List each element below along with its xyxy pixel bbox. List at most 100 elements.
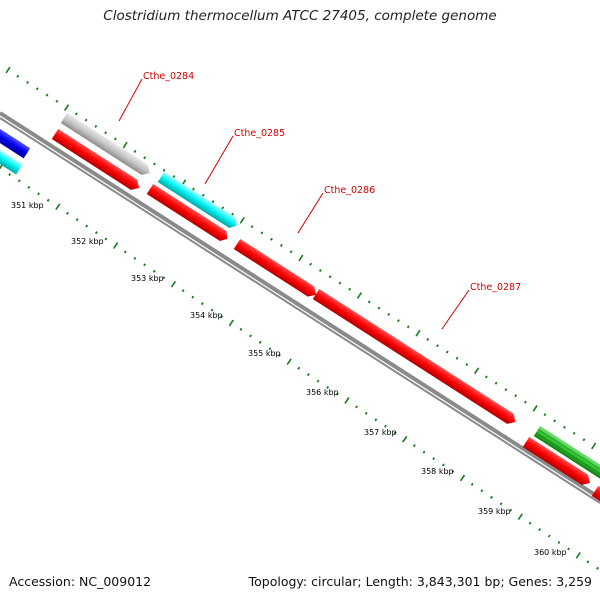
outer-ruler-tick [153,162,156,166]
inner-ruler-tick [37,192,40,196]
outer-ruler-tick [532,404,538,412]
outer-ruler-tick [356,292,362,299]
inner-ruler-tick [596,566,599,570]
outer-ruler-tick [122,141,128,149]
backbone-line-inner [0,117,600,504]
inner-ruler-tick [490,495,493,499]
kbp-label-353: 353 kbp [131,274,164,283]
outer-ruler-tick [201,193,205,197]
outer-ruler-tick [553,419,557,423]
outer-ruler-tick [504,388,508,392]
gene-cthe-0287-red [312,288,516,424]
genome-summary-text: Topology: circular; Length: 3,843,301 bp… [248,574,592,589]
outer-ruler-tick [582,438,586,442]
inner-ruler-tick [451,470,455,473]
inner-ruler-tick [46,198,50,202]
outer-ruler-tick [26,81,29,84]
gene-cthe-0285-cyan [157,171,237,228]
outer-ruler-tick [239,216,245,224]
inner-ruler-tick [306,373,310,377]
inner-ruler-tick [384,424,387,428]
inner-ruler-tick [499,502,503,506]
outer-ruler-tick [436,344,439,348]
outer-ruler-tick [64,104,70,111]
inner-ruler-tick [181,289,185,293]
outer-ruler-tick [289,250,293,254]
inner-ruler-tick [162,276,166,280]
outer-ruler-tick [113,137,117,141]
inner-ruler-tick [335,392,339,396]
backbone [0,111,600,504]
outer-ruler-tick [192,187,195,191]
inner-ruler-tick [191,295,195,299]
inner-ruler-tick [459,474,466,482]
kbp-label-359: 359 kbp [478,507,511,516]
inner-ruler-tick [567,547,570,551]
outer-ruler-tick [474,367,480,375]
outer-ruler-tick [426,337,430,341]
inner-ruler-tick [528,521,532,525]
inner-ruler-tick [278,353,281,357]
inner-ruler-tick [143,263,146,267]
inner-ruler-tick [297,366,301,370]
gene-label-cthe-0287: Cthe_0287 [470,282,521,293]
kbp-label-360: 360 kbp [534,548,567,557]
outer-ruler-tick [250,225,254,229]
inner-ruler-tick [113,242,119,249]
inner-ruler-tick [557,541,561,544]
inner-ruler-tick [316,379,320,383]
outer-ruler-tick [162,168,166,172]
outer-ruler-tick [377,306,381,310]
inner-ruler-tick [268,347,272,351]
outer-ruler-tick [406,325,410,329]
outer-ruler-tick [455,356,459,360]
outer-ruler-tick [465,363,469,366]
inner-ruler-tick [123,250,127,254]
outer-ruler-tick [298,254,304,262]
outer-ruler-tick [55,99,59,103]
outer-ruler-tick [211,200,215,204]
inner-ruler-tick [152,269,156,273]
accession-text: Accession: NC_009012 [9,574,152,589]
outer-ruler-tick [84,118,88,122]
inner-ruler-tick [66,211,69,215]
gene-blue-partial [0,120,31,159]
inner-tick-row [0,164,599,570]
inner-ruler-tick [170,280,177,288]
gene-callouts: Cthe_0284 Cthe_0285 Cthe_0286 Cthe_0287 [118,71,521,330]
outer-ruler-tick [563,425,566,429]
outer-ruler-tick [16,74,20,78]
gene-cthe-0285-red [146,183,228,242]
gene-cyan-partial [0,141,23,175]
inner-ruler-tick [355,405,358,409]
inner-ruler-tick [412,444,416,448]
inner-ruler-tick [75,218,79,222]
inner-ruler-tick [517,513,523,521]
gene-label-cthe-0286: Cthe_0286 [324,185,375,196]
gene-cthe-0284-red [51,128,140,190]
inner-ruler-tick [575,552,581,559]
inner-ruler-tick [27,185,31,189]
inner-ruler-tick [286,358,292,366]
gene-features [0,112,600,518]
outer-ruler-tick [143,156,147,160]
inner-ruler-tick [55,203,61,211]
inner-ruler-tick [104,237,108,241]
outer-ruler-tick [94,124,98,128]
outer-ruler-tick [445,350,449,354]
inner-ruler-tick [441,463,445,467]
outer-ruler-tick [591,442,597,450]
gene-label-cthe-0284: Cthe_0284 [143,71,194,82]
inner-ruler-tick [94,231,98,235]
inner-ruler-tick [133,256,137,260]
outer-ruler-tick [348,287,352,291]
inner-ruler-tick [470,482,474,486]
outer-ruler-tick [514,394,518,398]
inner-ruler-tick [249,334,252,338]
outer-ruler-tick [221,206,225,210]
kbp-label-356: 356 kbp [306,388,339,397]
outer-ruler-tick [35,87,39,91]
outer-ruler-tick [387,312,391,316]
outer-ruler-tick [338,281,342,285]
map-title: Clostridium thermocellum ATCC 27405, com… [103,8,497,24]
